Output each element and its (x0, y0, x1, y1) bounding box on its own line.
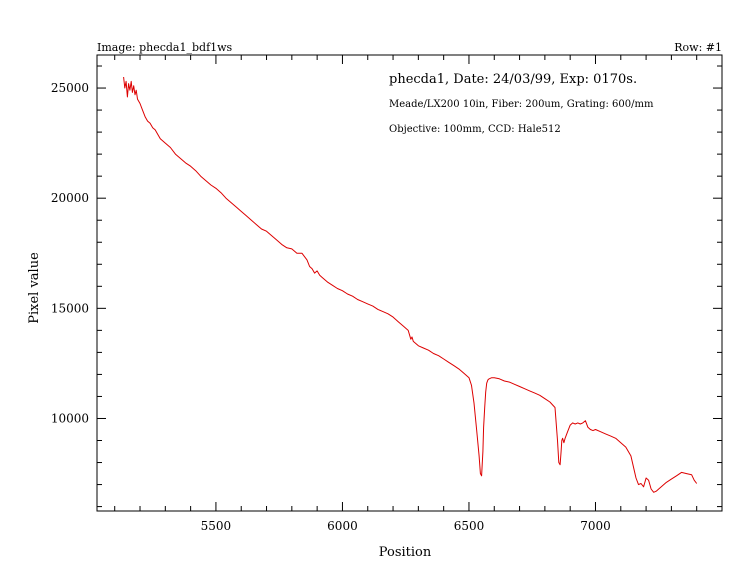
y-axis-label: Pixel value (27, 252, 42, 324)
annotation-instrument: Meade/LX200 10in, Fiber: 200um, Grating:… (389, 99, 654, 110)
axis-ticks (97, 55, 723, 511)
y-tick-label: 25000 (51, 81, 89, 95)
y-tick-label: 20000 (51, 191, 89, 205)
y-tick-label: 15000 (51, 301, 89, 315)
y-tick-label: 10000 (51, 411, 89, 425)
image-label: Image: phecda1_bdf1ws (97, 41, 233, 54)
series-layer (123, 76, 698, 493)
x-axis-label: Position (379, 545, 432, 560)
plot-frame (96, 54, 723, 512)
annotation-title: phecda1, Date: 24/03/99, Exp: 0170s. (389, 72, 637, 87)
x-tick-label: 6500 (454, 519, 485, 533)
row-label: Row: #1 (674, 41, 722, 54)
annotation-optics: Objective: 100mm, CCD: Hale512 (389, 124, 561, 135)
tick-labels: 5500 6000 6500 7000 10000 15000 20000 25000 (51, 81, 611, 533)
spectrum-line-0 (123, 76, 698, 493)
x-tick-label: 5500 (201, 519, 232, 533)
x-tick-label: 6000 (327, 519, 358, 533)
x-tick-label: 7000 (580, 519, 611, 533)
